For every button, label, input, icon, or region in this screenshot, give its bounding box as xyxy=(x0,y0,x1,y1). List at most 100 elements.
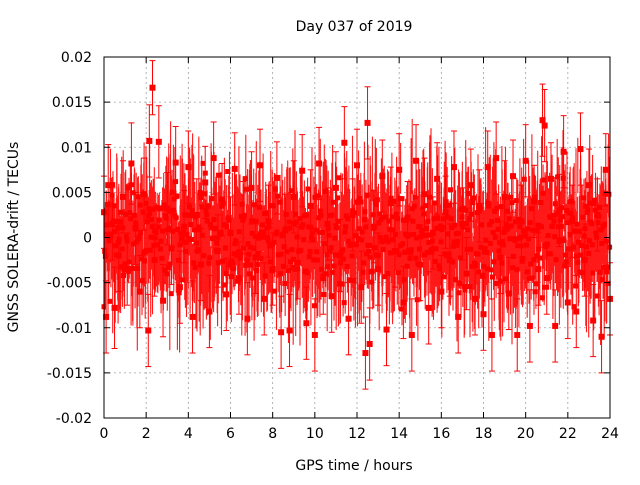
point-marker xyxy=(459,220,466,227)
point-marker xyxy=(417,261,424,268)
point-marker xyxy=(193,211,200,218)
data-point xyxy=(408,298,415,372)
point-marker xyxy=(543,275,550,282)
data-point xyxy=(124,232,131,306)
point-marker xyxy=(345,315,352,322)
data-point xyxy=(510,139,517,213)
point-marker xyxy=(349,211,356,218)
data-point xyxy=(214,214,221,288)
point-marker xyxy=(434,175,441,182)
point-marker xyxy=(442,209,449,216)
point-marker xyxy=(124,266,131,273)
data-point xyxy=(244,282,251,356)
y-tick-label: -0.02 xyxy=(56,411,92,427)
point-marker xyxy=(526,322,533,329)
point-marker xyxy=(497,254,504,261)
point-marker xyxy=(248,184,255,191)
point-marker xyxy=(585,182,592,189)
data-point xyxy=(476,169,483,243)
axis-ticks: 0 2 4 6 8 10 12 14 16 18 20 22 24-0.02-0.015-0.01-0.… xyxy=(47,50,619,442)
point-marker xyxy=(404,214,411,221)
y-tick-label: 0.015 xyxy=(52,95,92,111)
data-point xyxy=(541,88,548,163)
point-marker xyxy=(362,350,369,357)
data-point xyxy=(257,128,264,202)
data-point xyxy=(149,60,156,116)
data-point xyxy=(206,274,213,349)
point-marker xyxy=(328,293,335,300)
point-marker xyxy=(168,245,175,252)
data-point xyxy=(493,121,500,195)
data-point xyxy=(273,141,280,215)
data-point xyxy=(320,241,327,315)
point-marker xyxy=(278,329,285,336)
data-point xyxy=(111,266,118,350)
data-point xyxy=(337,218,344,293)
point-marker xyxy=(594,211,601,218)
x-tick-label: 10 xyxy=(306,426,324,442)
data-point xyxy=(128,122,135,205)
data-point xyxy=(160,264,167,338)
point-marker xyxy=(210,155,217,162)
point-marker xyxy=(463,270,470,277)
data-point xyxy=(141,157,148,231)
point-marker xyxy=(541,122,548,129)
data-point xyxy=(193,178,200,252)
data-point xyxy=(442,175,449,249)
point-marker xyxy=(391,248,398,255)
point-marker xyxy=(273,174,280,181)
data-point xyxy=(299,134,306,208)
data-point xyxy=(278,295,285,369)
data-point xyxy=(421,157,428,231)
point-marker xyxy=(103,313,110,320)
point-marker xyxy=(244,315,251,322)
point-marker xyxy=(151,257,158,264)
point-marker xyxy=(223,291,230,298)
data-points xyxy=(101,60,613,390)
point-marker xyxy=(493,155,500,162)
data-point xyxy=(172,125,179,200)
y-tick-label: 0.01 xyxy=(61,140,92,156)
point-marker xyxy=(358,284,365,291)
data-point xyxy=(332,151,339,225)
data-point xyxy=(181,190,188,264)
data-point xyxy=(543,241,550,315)
data-point xyxy=(286,293,293,368)
point-marker xyxy=(235,275,242,282)
x-axis-label: GPS time / hours xyxy=(295,458,412,474)
point-marker xyxy=(505,290,512,297)
data-point xyxy=(261,262,268,336)
data-point xyxy=(514,298,521,372)
data-point xyxy=(294,226,301,300)
point-marker xyxy=(429,229,436,236)
point-marker xyxy=(375,266,382,273)
data-point xyxy=(164,172,171,246)
data-point xyxy=(210,121,217,195)
data-point xyxy=(303,286,310,360)
x-tick-label: 24 xyxy=(601,426,619,442)
point-marker xyxy=(109,220,116,227)
point-marker xyxy=(539,117,546,124)
point-marker xyxy=(484,164,491,171)
data-point xyxy=(366,307,373,381)
data-point xyxy=(265,184,272,258)
data-point xyxy=(564,265,571,340)
data-point xyxy=(518,184,525,258)
data-point xyxy=(590,283,597,358)
data-point xyxy=(581,223,588,297)
point-marker xyxy=(231,165,238,172)
data-point xyxy=(480,277,487,351)
point-marker xyxy=(510,173,517,180)
data-point xyxy=(307,169,314,243)
point-marker xyxy=(337,252,344,259)
data-point xyxy=(364,86,371,160)
data-point xyxy=(505,256,512,331)
data-point xyxy=(573,274,580,349)
data-point xyxy=(362,316,369,390)
point-marker xyxy=(240,214,247,221)
point-marker xyxy=(149,84,156,91)
data-point xyxy=(535,232,542,306)
y-axis-label: GNSS SOLERA-drift / TECUs xyxy=(6,142,22,333)
point-marker xyxy=(590,317,597,324)
